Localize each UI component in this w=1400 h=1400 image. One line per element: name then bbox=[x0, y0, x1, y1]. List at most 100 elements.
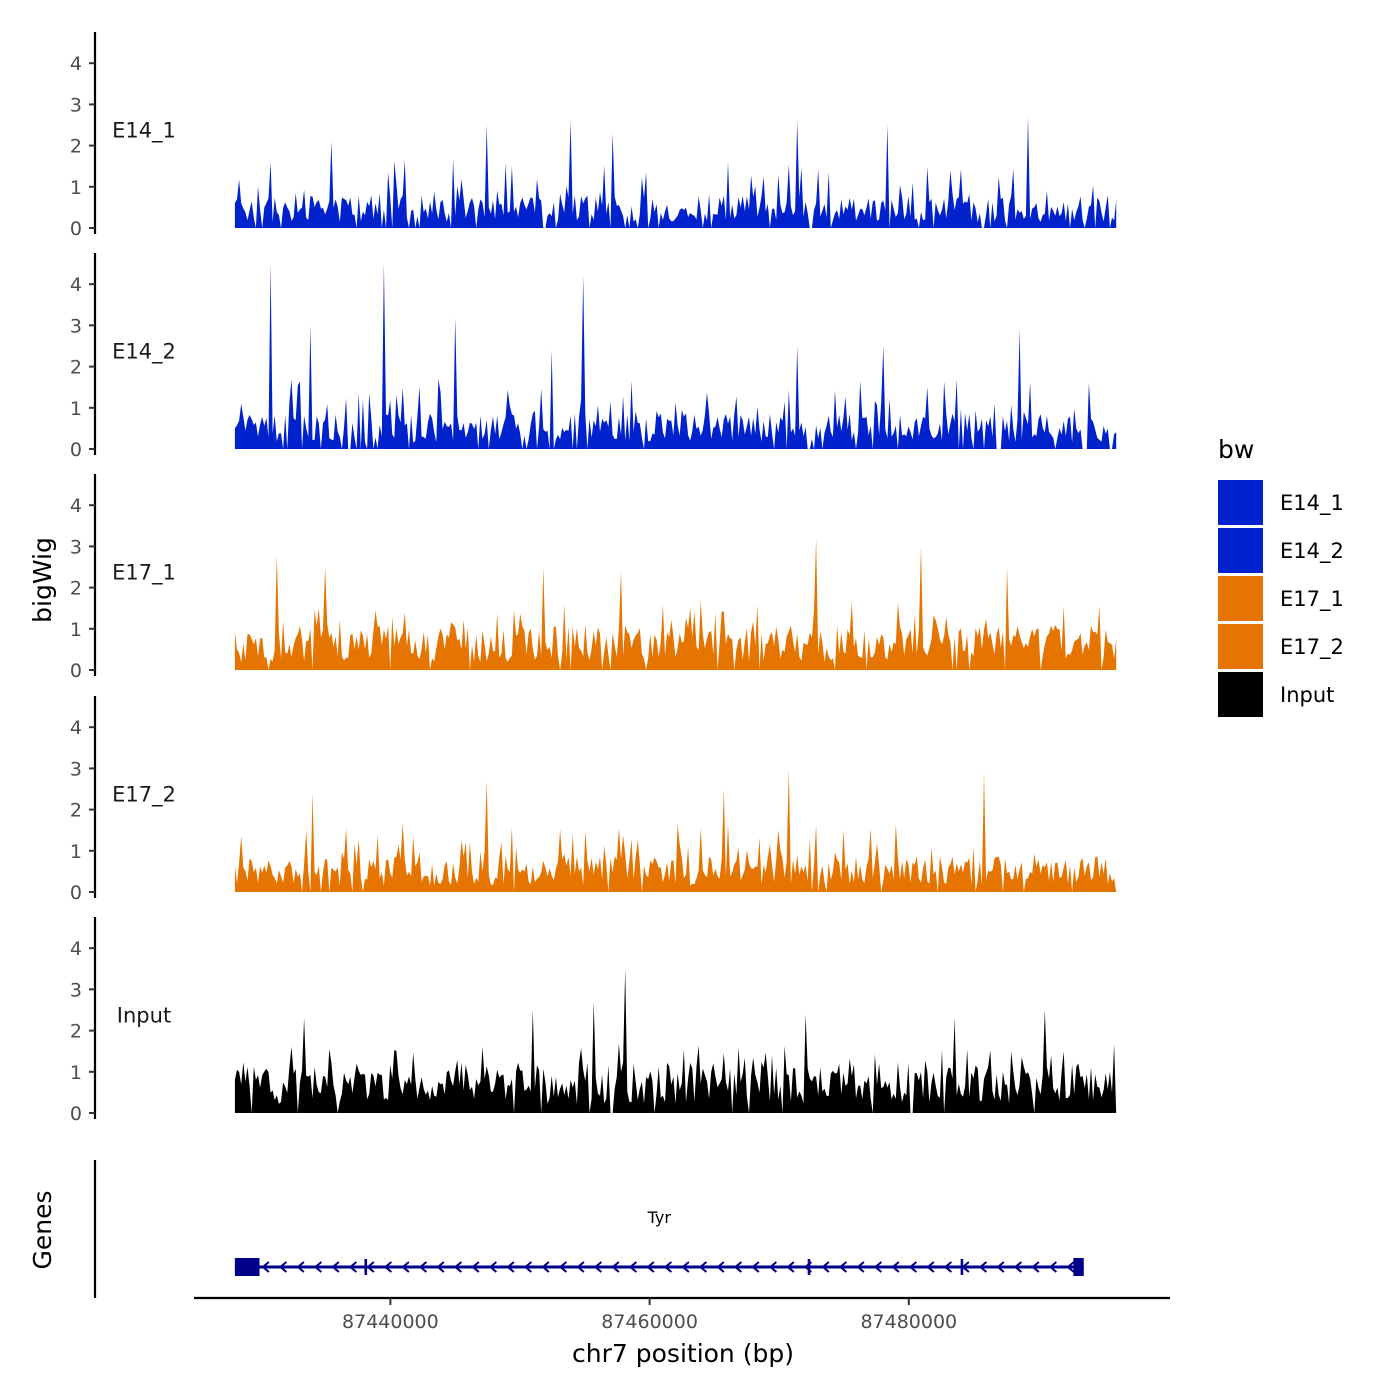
strand-arrow bbox=[1048, 1261, 1058, 1273]
y-tick-label: 0 bbox=[70, 1103, 82, 1125]
strand-arrow bbox=[786, 1261, 795, 1273]
strand-arrow bbox=[663, 1261, 673, 1273]
x-tick-label: 87440000 bbox=[342, 1311, 439, 1333]
strand-arrow bbox=[453, 1261, 463, 1273]
strand-arrow bbox=[628, 1261, 638, 1273]
strand-arrow bbox=[716, 1261, 725, 1273]
track-e14-2: 0 1 2 3 4 E14_2 bbox=[70, 253, 1117, 461]
y-tick-label: 1 bbox=[70, 177, 82, 199]
strand-arrow bbox=[576, 1261, 585, 1273]
coverage-tracks: 0 1 2 3 4 E14_1 0 1 2 3 4 E14_2 0 1 2 3 4 E17_1 0 1 2 3 4 E17_2… bbox=[70, 32, 1117, 1125]
legend-swatch bbox=[1218, 576, 1263, 621]
y-tick-label: 3 bbox=[70, 94, 82, 116]
strand-arrow bbox=[366, 1261, 375, 1273]
track-label: Input bbox=[117, 1003, 171, 1027]
y-tick-label: 4 bbox=[70, 274, 82, 296]
exon bbox=[807, 1259, 811, 1275]
y-tick-label: 4 bbox=[70, 53, 82, 75]
y-tick-label: 0 bbox=[70, 439, 82, 461]
track-e17-1: 0 1 2 3 4 E17_1 bbox=[70, 474, 1117, 682]
genes-panel: Tyr bbox=[93, 1160, 1084, 1298]
track-e17-2: 0 1 2 3 4 E17_2 bbox=[70, 696, 1117, 904]
coverage-area bbox=[234, 263, 1117, 449]
legend-swatch bbox=[1218, 528, 1263, 573]
strand-arrow bbox=[261, 1261, 270, 1273]
track-label: E14_1 bbox=[112, 118, 176, 143]
strand-arrow bbox=[751, 1261, 760, 1273]
coverage-area bbox=[234, 116, 1117, 228]
legend-label: E14_2 bbox=[1280, 539, 1344, 564]
legend-item: E17_1 bbox=[1218, 576, 1344, 621]
legend-label: E17_2 bbox=[1280, 635, 1344, 660]
y-tick-label: 1 bbox=[70, 398, 82, 420]
strand-arrow bbox=[278, 1261, 288, 1273]
coverage-area bbox=[234, 768, 1117, 892]
strand-arrow bbox=[558, 1261, 568, 1273]
legend-item: Input bbox=[1218, 672, 1334, 717]
strand-arrow bbox=[681, 1261, 690, 1273]
legend-swatch bbox=[1218, 672, 1263, 717]
strand-arrow bbox=[838, 1261, 848, 1273]
legend-item: E14_1 bbox=[1218, 480, 1344, 525]
legend-label: Input bbox=[1280, 683, 1334, 707]
y-tick-label: 3 bbox=[70, 536, 82, 558]
y-tick-label: 4 bbox=[70, 495, 82, 517]
y-tick-label: 2 bbox=[70, 578, 82, 600]
y-tick-label: 0 bbox=[70, 882, 82, 904]
gene-name-label: Tyr bbox=[647, 1208, 672, 1227]
exon bbox=[960, 1259, 964, 1275]
strand-arrow bbox=[401, 1261, 410, 1273]
strand-arrow bbox=[506, 1261, 515, 1273]
track-label: E14_2 bbox=[112, 339, 176, 364]
exon bbox=[1073, 1258, 1084, 1276]
legend-label: E17_1 bbox=[1280, 587, 1344, 612]
coverage-area bbox=[234, 968, 1117, 1113]
y-tick-label: 4 bbox=[70, 717, 82, 739]
strand-arrow bbox=[821, 1261, 830, 1273]
y-tick-label: 2 bbox=[70, 1021, 82, 1043]
y-tick-label: 2 bbox=[70, 357, 82, 379]
strand-arrow bbox=[611, 1261, 620, 1273]
legend-swatch bbox=[1218, 624, 1263, 669]
x-tick-label: 87460000 bbox=[601, 1311, 698, 1333]
strand-arrow bbox=[943, 1261, 953, 1273]
x-axis: 87440000 87460000 87480000 bbox=[194, 1296, 1170, 1333]
coverage-area bbox=[234, 538, 1117, 670]
legend-item: E14_2 bbox=[1218, 528, 1344, 573]
strand-arrow bbox=[296, 1261, 305, 1273]
exon bbox=[364, 1259, 368, 1275]
y-tick-label: 1 bbox=[70, 1062, 82, 1084]
y-tick-label: 3 bbox=[70, 758, 82, 780]
strand-arrow bbox=[313, 1261, 323, 1273]
strand-arrow bbox=[1066, 1261, 1075, 1273]
legend-title: bw bbox=[1218, 435, 1254, 464]
y-tick-label: 3 bbox=[70, 979, 82, 1001]
strand-arrow bbox=[856, 1261, 865, 1273]
track-label: E17_1 bbox=[112, 560, 176, 585]
strand-arrow bbox=[1013, 1261, 1023, 1273]
strand-arrow bbox=[873, 1261, 883, 1273]
strand-arrow bbox=[383, 1261, 393, 1273]
strand-arrow bbox=[488, 1261, 498, 1273]
strand-arrow bbox=[978, 1261, 988, 1273]
strand-arrow bbox=[926, 1261, 935, 1273]
y-tick-label: 1 bbox=[70, 841, 82, 863]
strand-arrow bbox=[418, 1261, 428, 1273]
strand-arrow bbox=[1031, 1261, 1040, 1273]
x-tick-label: 87480000 bbox=[860, 1311, 957, 1333]
y-axis-title: bigWig bbox=[28, 537, 57, 623]
y-tick-label: 3 bbox=[70, 315, 82, 337]
y-tick-label: 0 bbox=[70, 660, 82, 682]
strand-arrow bbox=[733, 1261, 743, 1273]
strand-arrow bbox=[436, 1261, 445, 1273]
exon bbox=[234, 1258, 260, 1276]
gene-tyr: Tyr bbox=[234, 1208, 1084, 1276]
strand-arrow bbox=[768, 1261, 778, 1273]
strand-arrow bbox=[471, 1261, 480, 1273]
strand-arrow bbox=[891, 1261, 900, 1273]
strand-arrow bbox=[523, 1261, 533, 1273]
y-tick-label: 0 bbox=[70, 218, 82, 240]
genes-axis-title: Genes bbox=[28, 1190, 57, 1269]
x-axis-title: chr7 position (bp) bbox=[572, 1339, 794, 1368]
